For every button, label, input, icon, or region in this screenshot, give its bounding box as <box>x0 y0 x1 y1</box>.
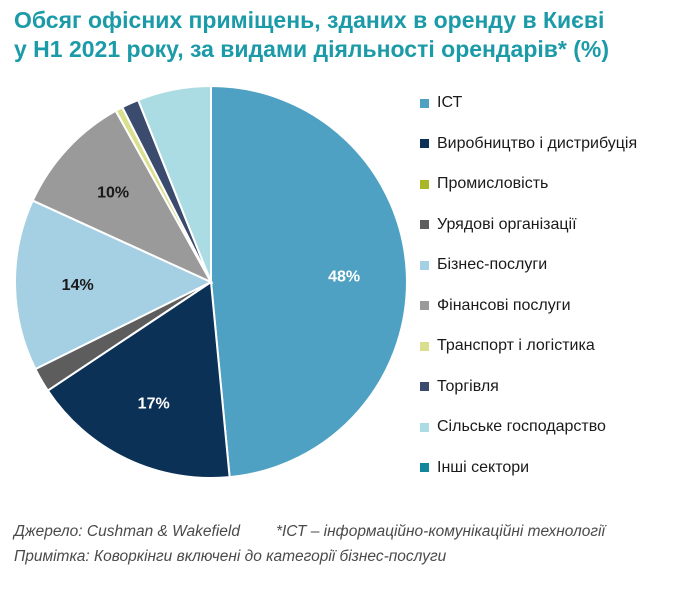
pie-data-label-5: 10% <box>97 185 129 202</box>
legend-swatch <box>420 422 429 432</box>
legend-item-1: Виробництво і дистрибуція <box>420 124 637 165</box>
pie-slice-4 <box>14 199 214 371</box>
chart-title-line-1: Обсяг офісних приміщень, зданих в оренду… <box>14 7 605 33</box>
legend-item-9: Інші сектори <box>420 448 637 489</box>
legend-label: Промисловість <box>437 175 549 193</box>
legend-item-2: Промисловість <box>420 164 637 205</box>
legend-swatch <box>420 463 429 473</box>
legend-swatch <box>420 260 429 270</box>
legend-item-3: Урядові організації <box>420 205 637 246</box>
legend-label: Інші сектори <box>437 458 530 476</box>
pie-data-label-4: 14% <box>62 277 94 294</box>
legend-swatch <box>420 139 429 149</box>
legend-label: Урядові організації <box>437 215 577 233</box>
legend-label: Фінансові послуги <box>437 296 571 314</box>
ict-note: *ІСТ – інформаційно-комунікаційні технол… <box>275 523 605 540</box>
pie-slice-5 <box>31 109 214 285</box>
legend-swatch <box>420 341 429 351</box>
legend-swatch <box>420 220 429 230</box>
pie-slice-8 <box>136 84 212 283</box>
legend-item-0: ІСТ <box>420 83 637 124</box>
pie-data-label-1: 17% <box>138 395 170 412</box>
legend-label: Сільське господарство <box>437 418 606 436</box>
legend-item-4: Бізнес-послуги <box>420 245 637 286</box>
legend-label: Бізнес-послуги <box>437 256 548 274</box>
legend-label: Транспорт і логістика <box>437 337 595 355</box>
legend-swatch <box>420 179 429 189</box>
source-note: Джерело: Cushman & Wakefield <box>14 523 240 540</box>
chart-title: Обсяг офісних приміщень, зданих в оренду… <box>14 6 684 64</box>
legend-label: ІСТ <box>437 94 463 112</box>
legend-swatch <box>420 382 429 392</box>
legend-swatch <box>420 98 429 108</box>
chart-title-line-2: у Н1 2021 року, за видами діяльності оре… <box>14 36 610 62</box>
remark-note: Примітка: Коворкінги включені до категор… <box>14 548 447 565</box>
legend-item-8: Сільське господарство <box>420 407 637 448</box>
legend-item-5: Фінансові послуги <box>420 286 637 327</box>
chart-legend: ІСТ Виробництво і дистрибуція Промисловіст… <box>420 83 637 488</box>
legend-swatch <box>420 301 429 311</box>
legend-item-6: Транспорт і логістика <box>420 326 637 367</box>
pie-slice-0 <box>210 84 408 479</box>
pie-data-label-0: 48% <box>328 269 360 286</box>
footnotes: Джерело: Cushman & Wakefield *ІСТ – інфор… <box>14 519 684 569</box>
pie-slice-1 <box>46 280 231 479</box>
legend-label: Торгівля <box>437 377 499 395</box>
legend-label: Виробництво і дистрибуція <box>437 134 638 152</box>
legend-item-7: Торгівля <box>420 367 637 408</box>
